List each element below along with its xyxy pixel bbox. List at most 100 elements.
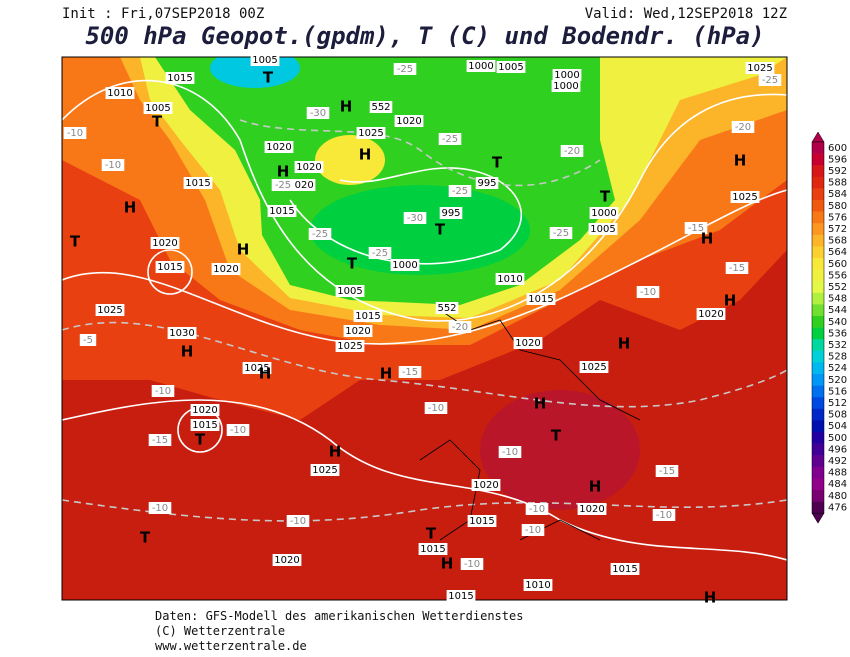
temperature-label: -30 xyxy=(310,108,326,119)
footer-line: www.wetterzentrale.de xyxy=(155,639,307,653)
isobar-label: 552 xyxy=(437,303,456,314)
pressure-center: H xyxy=(380,365,393,383)
colorbar-swatch xyxy=(812,397,824,410)
contour xyxy=(289,167,523,265)
field-yellow-ridge xyxy=(315,135,385,185)
temperature-label: -10 xyxy=(67,128,83,139)
colorbar-label: 528 xyxy=(828,352,847,363)
temperature-label: -25 xyxy=(442,134,458,145)
label-box xyxy=(424,402,448,414)
temperature-label: -20 xyxy=(564,146,580,157)
colorbar-label: 476 xyxy=(828,502,847,513)
label-box xyxy=(151,385,175,397)
temperature-label: -25 xyxy=(372,248,388,259)
label-box xyxy=(552,69,582,81)
pressure-center: T xyxy=(195,431,206,449)
pressure-center: T xyxy=(152,113,163,131)
colorbar-swatch xyxy=(812,385,824,398)
label-box xyxy=(446,590,476,602)
colorbar-swatch xyxy=(812,165,824,178)
colorbar-label: 536 xyxy=(828,328,847,339)
isobar-label: 1005 xyxy=(590,224,615,235)
label-box xyxy=(475,177,499,189)
isobar-label: 1010 xyxy=(107,88,132,99)
label-box xyxy=(496,61,526,73)
pressure-center: H xyxy=(124,199,137,217)
isobar-label: 1025 xyxy=(581,362,606,373)
isotherm xyxy=(62,499,787,522)
isobar-label: 995 xyxy=(441,208,460,219)
temperature-label: -20 xyxy=(735,122,751,133)
colorbar-swatch xyxy=(812,501,824,514)
label-box xyxy=(398,366,422,378)
temperature-label: -10 xyxy=(656,510,672,521)
temperature-label: -10 xyxy=(230,425,246,436)
label-box xyxy=(526,293,556,305)
label-box xyxy=(343,325,373,337)
temperature-label: -10 xyxy=(290,516,306,527)
temperature-label: -20 xyxy=(452,322,468,333)
pressure-center: H xyxy=(704,589,717,607)
colorbar-label: 556 xyxy=(828,270,847,281)
label-box xyxy=(549,227,573,239)
colorbar-label: 492 xyxy=(828,456,847,467)
map-title: 500 hPa Geopot.(gpdm), T (C) und Bodendr… xyxy=(85,22,764,50)
label-box xyxy=(250,54,280,66)
label-box xyxy=(310,464,340,476)
contour xyxy=(147,249,193,295)
colorbar-label: 540 xyxy=(828,317,847,328)
colorbar-swatch xyxy=(812,327,824,340)
isobar-label: 1025 xyxy=(337,341,362,352)
label-box xyxy=(390,259,420,271)
label-box xyxy=(190,419,220,431)
label-box xyxy=(393,63,417,75)
isobar-label: 1015 xyxy=(167,73,192,84)
isobar-label: 1000 xyxy=(468,61,493,72)
colorbar-label: 548 xyxy=(828,294,847,305)
label-box xyxy=(435,302,459,314)
label-box xyxy=(439,207,463,219)
label-box xyxy=(448,185,472,197)
label-box xyxy=(579,361,609,373)
pressure-center: H xyxy=(701,230,714,248)
label-box xyxy=(730,191,760,203)
colorbar-label: 508 xyxy=(828,410,847,421)
colorbar-swatch xyxy=(812,478,824,491)
label-box xyxy=(460,558,484,570)
isobar-label: 1025 xyxy=(732,192,757,203)
pressure-center: H xyxy=(534,395,547,413)
isobar-label: 1020 xyxy=(396,116,421,127)
temperature-label: -10 xyxy=(640,287,656,298)
label-box xyxy=(403,212,427,224)
label-box xyxy=(306,107,330,119)
pressure-center: T xyxy=(347,255,358,273)
label-box xyxy=(356,127,386,139)
label-box xyxy=(211,263,241,275)
isobar-label: 1020 xyxy=(274,555,299,566)
colorbar-swatch xyxy=(812,316,824,328)
pressure-center: H xyxy=(340,98,353,116)
label-box xyxy=(525,503,549,515)
isobar-label: 1020 xyxy=(473,480,498,491)
label-box xyxy=(745,62,775,74)
isobar-label: 1015 xyxy=(420,544,445,555)
label-box xyxy=(696,308,726,320)
colorbar-label: 512 xyxy=(828,398,847,409)
colorbar-frame xyxy=(811,141,825,514)
pressure-center: H xyxy=(237,241,250,259)
label-box xyxy=(242,362,272,374)
isobar-label: 1020 xyxy=(515,338,540,349)
contour xyxy=(62,79,787,322)
isobar-label: 1020 xyxy=(152,238,177,249)
temperature-label: -10 xyxy=(464,559,480,570)
colorbar-label: 580 xyxy=(828,201,847,212)
temperature-label: -25 xyxy=(553,228,569,239)
colorbar-label: 572 xyxy=(828,224,847,235)
isobar-label: 1020 xyxy=(213,264,238,275)
colorbar-swatch xyxy=(812,292,824,305)
label-box xyxy=(286,515,310,527)
isobar-label: 1005 xyxy=(252,55,277,66)
colorbar-label: 480 xyxy=(828,491,847,502)
pressure-center: H xyxy=(259,365,272,383)
